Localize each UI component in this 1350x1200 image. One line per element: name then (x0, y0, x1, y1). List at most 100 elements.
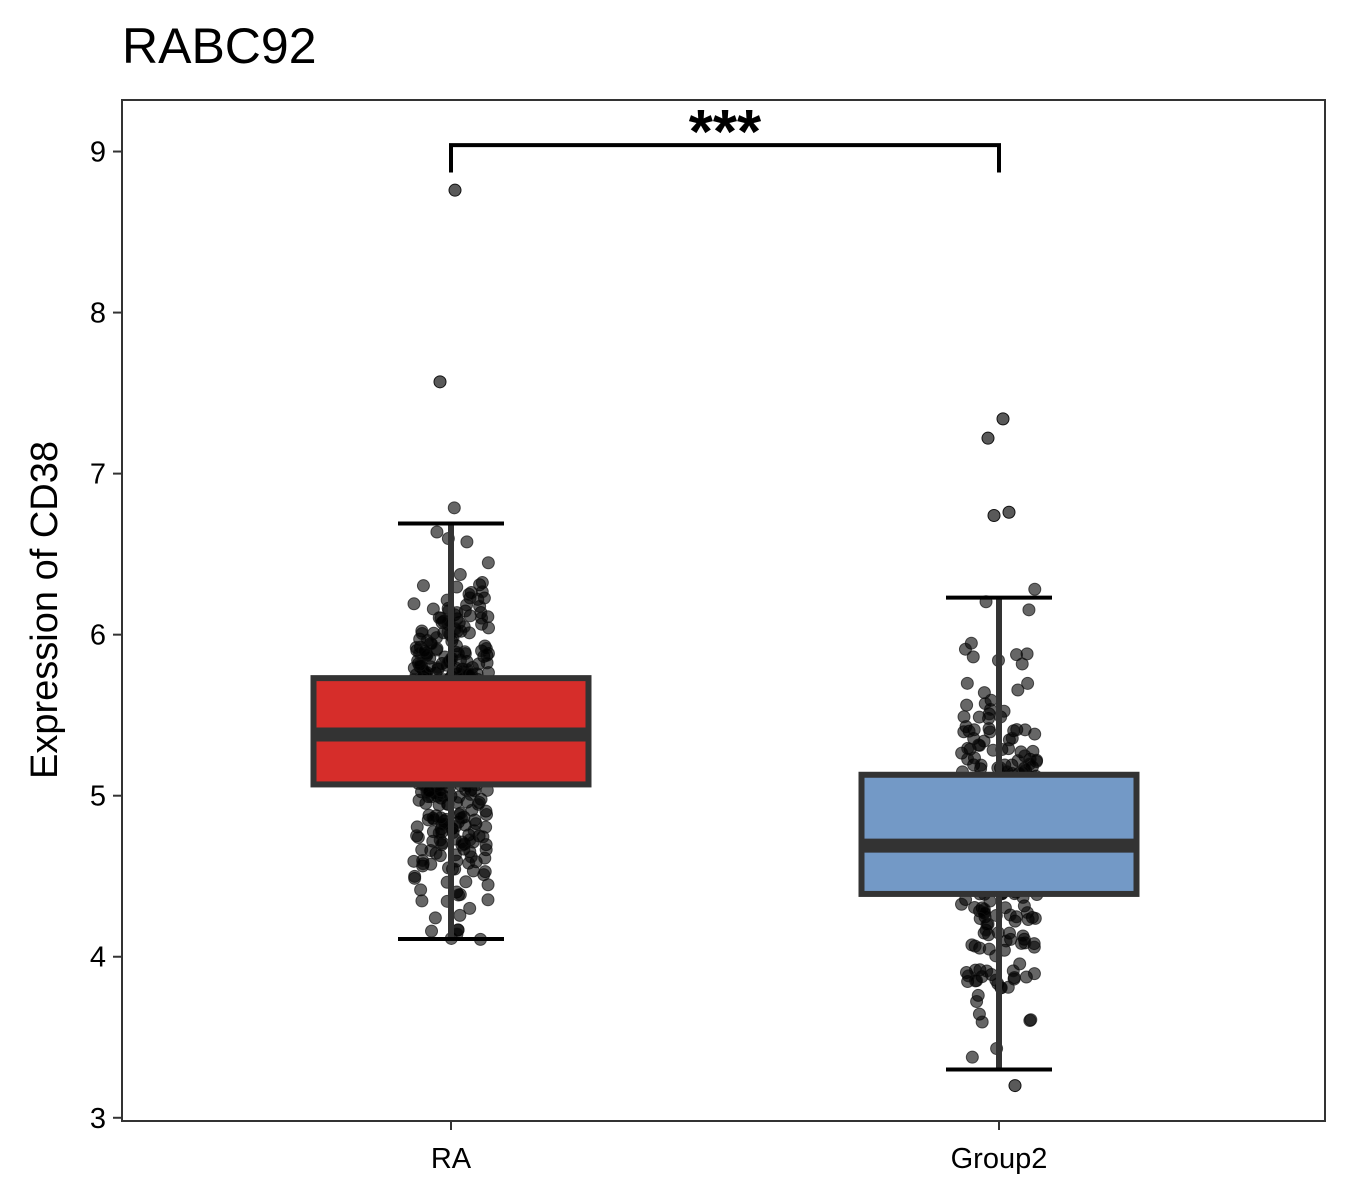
jitter-point (407, 597, 421, 611)
jitter-point (460, 535, 474, 549)
jitter-point (479, 820, 493, 834)
jitter-point (1015, 657, 1029, 671)
jitter-point (453, 568, 467, 582)
jitter-point (1010, 648, 1024, 662)
jitter-point (425, 924, 439, 938)
plot-panel (121, 99, 1326, 1122)
outlier-point (1002, 505, 1016, 519)
jitter-point (960, 676, 974, 690)
jitter-point (458, 647, 472, 661)
y-tick-label: 9 (90, 137, 106, 169)
jitter-point (1023, 1014, 1037, 1028)
jitter-point (465, 803, 479, 817)
chart-title: RABC92 (122, 18, 317, 74)
jitter-point (980, 918, 994, 932)
outlier-point (448, 183, 462, 197)
y-axis-title: Expression of CD38 (24, 441, 66, 779)
jitter-point (478, 851, 492, 865)
boxes (310, 521, 1140, 1072)
jitter-point (475, 585, 489, 599)
y-tick-label: 4 (90, 942, 106, 974)
jitter-point (481, 556, 495, 570)
jitter-point (481, 893, 495, 907)
jitter-point (970, 994, 984, 1008)
jitter-point (1011, 683, 1025, 697)
jitter-point (479, 642, 493, 656)
jitter-point (459, 875, 473, 889)
jitter-point (463, 901, 477, 915)
jitter-point (463, 833, 477, 847)
outlier-point (981, 431, 995, 445)
jitter-point (961, 752, 975, 766)
jitter-point (975, 1015, 989, 1029)
jitter-point (955, 897, 969, 911)
axes: 3 4 5 6 7 8 9 RA Group2 (90, 137, 1048, 1175)
jitter-point (970, 974, 984, 988)
y-tick-label: 5 (90, 781, 106, 813)
jitter-point (983, 725, 997, 739)
jitter-point (958, 642, 972, 656)
jitter-point (1028, 582, 1042, 596)
jitter-point (1021, 676, 1035, 690)
jitter-point (475, 611, 489, 625)
jitter-point (1027, 967, 1041, 981)
x-tick-label: RA (431, 1143, 472, 1175)
jitter-point (464, 850, 478, 864)
jitter-point (434, 811, 448, 825)
jitter-point (473, 599, 487, 613)
jitter-point (1022, 603, 1036, 617)
jitter-point (974, 758, 988, 772)
y-tick-label: 8 (90, 298, 106, 330)
significance-bracket (449, 143, 1001, 173)
jitter-point (416, 854, 430, 868)
jitter-point (453, 908, 467, 922)
jitter-point (1026, 744, 1040, 758)
jitter-point (460, 598, 474, 612)
jitter-point (957, 725, 971, 739)
y-tick-label: 6 (90, 620, 106, 652)
jitter-point (434, 611, 448, 625)
jitter-point (1006, 964, 1020, 978)
outlier-point (433, 375, 447, 389)
outlier-point (987, 508, 1001, 522)
jitter-point (1005, 731, 1019, 745)
jitter-point (965, 1050, 979, 1064)
jitter-point (973, 738, 987, 752)
jitter-point (453, 807, 467, 821)
jitter-point (480, 656, 494, 670)
jitter-point (1011, 754, 1025, 768)
jitter-point (426, 602, 440, 616)
y-tick-label: 7 (90, 459, 106, 491)
jitter-point (966, 650, 980, 664)
jitter-point (968, 900, 982, 914)
jitter-point (428, 911, 442, 925)
jitter-point (412, 793, 426, 807)
outlier-point (1008, 1079, 1022, 1093)
significance: *** (449, 98, 1001, 173)
jitter-point (408, 869, 422, 883)
jitter-point (411, 830, 425, 844)
box-group2 (858, 771, 1140, 897)
y-tick-label: 3 (90, 1103, 106, 1135)
jitter-point (453, 888, 467, 902)
x-tick-label: Group2 (951, 1143, 1048, 1175)
jitter-point (961, 741, 975, 755)
jitter-point (965, 938, 979, 952)
jitter-point (462, 587, 476, 601)
jitter-point (960, 698, 974, 712)
jitter-point (415, 894, 429, 908)
jitter-point (430, 525, 444, 539)
jitter-point (480, 808, 494, 822)
jitter-point (980, 964, 994, 978)
jitter-point (432, 826, 446, 840)
jitter-point (1016, 929, 1030, 943)
significance-label: *** (689, 98, 762, 167)
jitter-point (424, 660, 438, 674)
jitter-point (415, 627, 429, 641)
jitter-point (477, 868, 491, 882)
jitter-point (1018, 723, 1032, 737)
jitter-point (415, 843, 429, 857)
jitter-point (978, 697, 992, 711)
outlier-point (996, 412, 1010, 426)
